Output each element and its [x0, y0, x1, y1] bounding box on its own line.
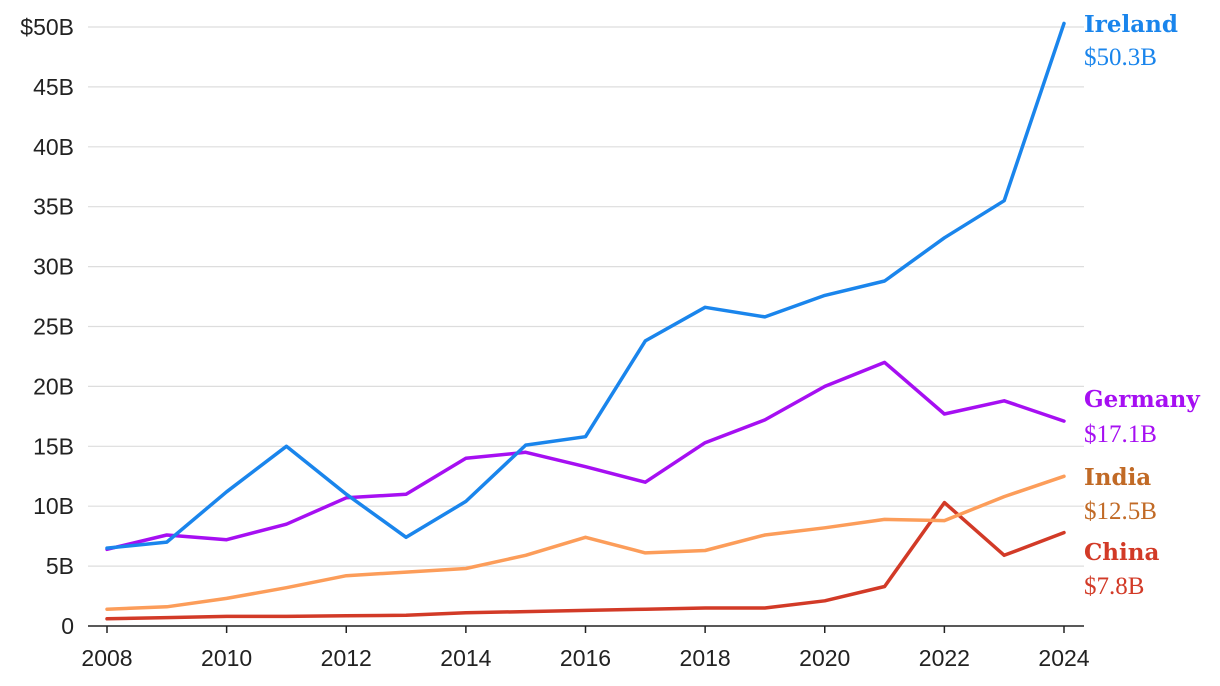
- y-tick-label: 45B: [33, 74, 74, 100]
- y-tick-label: 35B: [33, 194, 74, 220]
- y-tick-label: $50B: [20, 14, 74, 40]
- series-value-china: $7.8B: [1084, 573, 1144, 600]
- y-tick-label: 20B: [33, 373, 74, 399]
- x-tick-label: 2008: [81, 645, 132, 671]
- series-value-germany: $17.1B: [1084, 421, 1157, 448]
- series-line-ireland: [105, 21, 1066, 550]
- series-value-india: $12.5B: [1084, 498, 1157, 525]
- y-tick-label: 10B: [33, 493, 74, 519]
- x-tick-label: 2012: [321, 645, 372, 671]
- series-label-ireland: Ireland: [1084, 11, 1178, 38]
- series-value-ireland: $50.3B: [1084, 44, 1157, 71]
- y-tick-label: 5B: [46, 553, 74, 579]
- y-tick-label: 25B: [33, 314, 74, 340]
- series-line-china: [105, 500, 1066, 621]
- series-label-germany: Germany: [1084, 386, 1200, 413]
- y-tick-label: 30B: [33, 254, 74, 280]
- series-label-china: China: [1084, 539, 1159, 566]
- axes: 0 5B 10B 15B 20B 25B 30B 35B 40B 45B $50B 2008 2010 2…: [20, 14, 1090, 671]
- x-tick-label: 2024: [1038, 645, 1089, 671]
- x-tick-label: 2010: [201, 645, 252, 671]
- series-lines: [105, 21, 1066, 621]
- x-tick-label: 2022: [919, 645, 970, 671]
- x-tick-label: 2018: [680, 645, 731, 671]
- series-line-germany: [105, 360, 1066, 552]
- series-line-india: [105, 474, 1066, 611]
- y-tick-label: 15B: [33, 433, 74, 459]
- series-label-india: India: [1084, 464, 1151, 491]
- y-tick-label: 0: [61, 613, 74, 639]
- y-tick-label: 40B: [33, 134, 74, 160]
- series-end-labels: Ireland $50.3B Germany $17.1B India $12.5B Chi…: [1084, 11, 1200, 600]
- x-tick-label: 2020: [799, 645, 850, 671]
- x-tick-label: 2016: [560, 645, 611, 671]
- x-tick-label: 2014: [440, 645, 491, 671]
- gridlines: [88, 26, 1084, 567]
